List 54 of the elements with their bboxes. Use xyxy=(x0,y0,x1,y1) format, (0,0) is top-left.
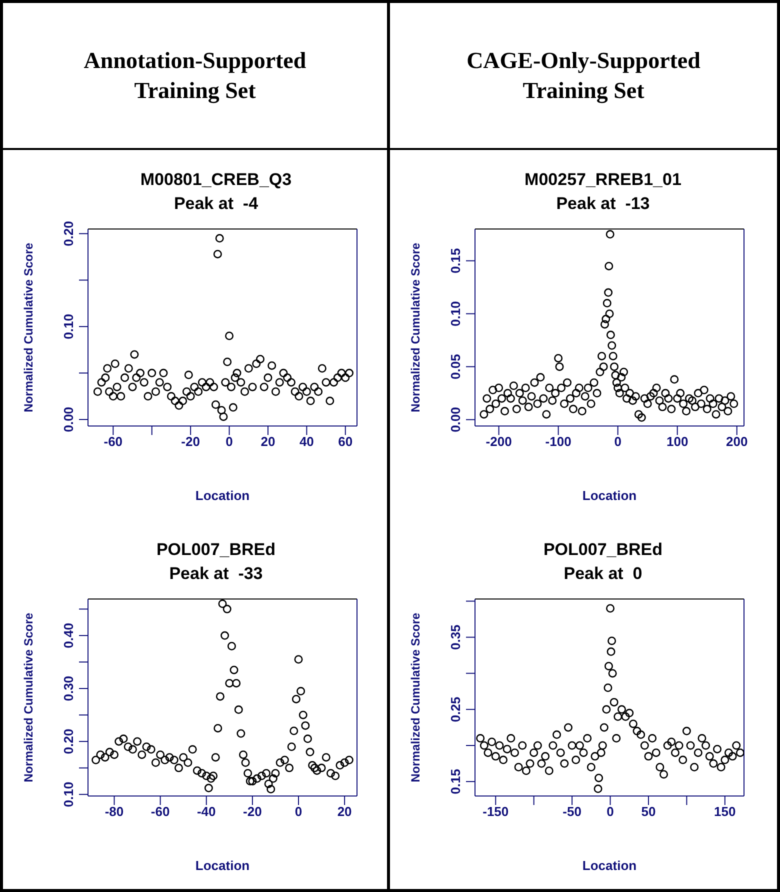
x-tick-label: 100 xyxy=(666,434,688,450)
y-tick-label: 0.10 xyxy=(61,782,76,808)
x-tick-label: 40 xyxy=(299,434,314,450)
y-tick-label: 0.20 xyxy=(61,728,76,754)
chart-subtitle: Peak at -13 xyxy=(555,193,651,215)
x-tick-label: -60 xyxy=(104,434,123,450)
chart-subtitle: Peak at -4 xyxy=(172,193,260,215)
chart-title: POL007_BREd xyxy=(543,539,663,561)
chart-subtitle: Peak at -33 xyxy=(168,563,264,585)
y-axis-title: Normalized Cumulative Score xyxy=(21,242,36,412)
y-axis-title: Normalized Cumulative Score xyxy=(408,242,422,412)
x-tick-label: -100 xyxy=(545,434,572,450)
x-tick-label: 0 xyxy=(226,434,233,450)
y-tick-label: 0.15 xyxy=(448,768,463,794)
y-tick-label: 0.30 xyxy=(61,676,76,702)
x-tick-label: 0 xyxy=(614,434,622,450)
y-tick-label: 0.35 xyxy=(448,624,463,650)
x-tick-label: -50 xyxy=(562,804,582,820)
y-axis-title: Normalized Cumulative Score xyxy=(21,612,36,782)
x-tick-label: 20 xyxy=(260,434,276,450)
x-tick-label: 20 xyxy=(337,804,352,820)
x-tick-label: 50 xyxy=(641,804,656,820)
text: Annotation-Supported Training Set xyxy=(82,46,308,106)
chart-subtitle: Peak at 0 xyxy=(562,563,644,585)
y-tick-label: 0.10 xyxy=(448,301,463,326)
y-tick-label: 0.00 xyxy=(448,406,463,432)
x-axis-title: Location xyxy=(582,488,637,503)
x-tick-label: -60 xyxy=(150,804,170,820)
y-axis-title: Normalized Cumulative Score xyxy=(408,612,422,782)
x-tick-label: 60 xyxy=(338,434,353,450)
x-axis-title: Location xyxy=(582,858,637,873)
x-axis-title: Location xyxy=(195,488,250,503)
chart-title: POL007_BREd xyxy=(156,539,276,561)
text: CAGE-Only-Supported Training Set xyxy=(466,46,702,106)
x-tick-label: -200 xyxy=(486,434,512,450)
x-tick-label: -150 xyxy=(482,804,509,820)
x-tick-label: -20 xyxy=(181,434,200,450)
y-tick-label: 0.25 xyxy=(448,696,463,722)
y-tick-label: 0.10 xyxy=(61,314,76,340)
chart-title: M00257_RREB1_01 xyxy=(524,169,682,191)
y-tick-label: 0.15 xyxy=(448,248,463,274)
y-tick-label: 0.00 xyxy=(61,406,76,432)
x-tick-label: 0 xyxy=(606,804,614,820)
x-tick-label: 0 xyxy=(294,804,302,820)
y-tick-label: 0.40 xyxy=(61,622,76,648)
chart-title: M00801_CREB_Q3 xyxy=(140,169,292,191)
x-tick-label: 200 xyxy=(726,434,748,450)
x-axis-title: Location xyxy=(195,858,250,873)
x-tick-label: -80 xyxy=(104,804,124,820)
x-tick-label: -40 xyxy=(196,804,216,820)
y-tick-label: 0.20 xyxy=(61,220,76,246)
x-tick-label: 150 xyxy=(714,804,736,820)
y-tick-label: 0.05 xyxy=(448,354,463,380)
x-tick-label: -20 xyxy=(243,804,262,820)
